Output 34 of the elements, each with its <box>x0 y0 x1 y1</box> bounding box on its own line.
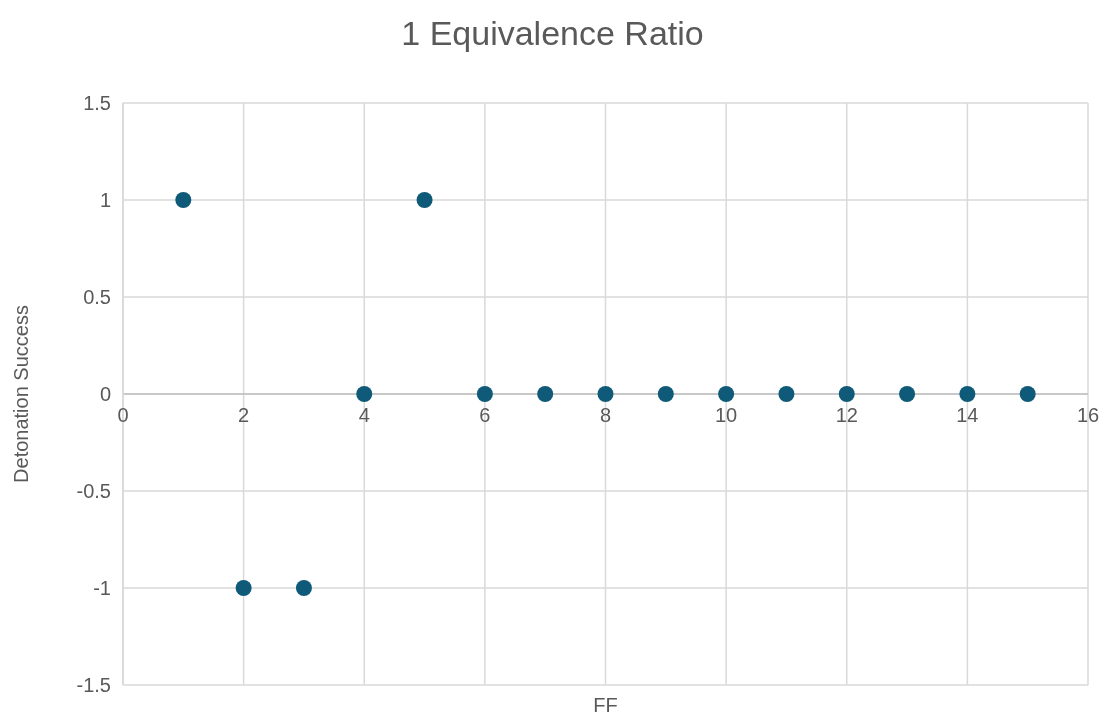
x-tick-label: 10 <box>715 404 738 426</box>
point <box>718 386 735 402</box>
point <box>1019 386 1036 402</box>
x-tick-label: 0 <box>117 404 129 426</box>
x-tick-label: 14 <box>956 404 979 426</box>
x-tick-label: 8 <box>599 404 612 426</box>
point <box>356 386 373 402</box>
point <box>657 386 674 402</box>
point <box>838 386 855 402</box>
x-tick-label: 16 <box>1076 404 1100 426</box>
chart-title: 1 Equivalence Ratio <box>401 14 704 52</box>
y-tick-label: -0.5 <box>76 480 111 502</box>
point <box>537 386 554 402</box>
point <box>175 192 192 208</box>
y-tick-label: 0.5 <box>83 286 111 308</box>
x-tick-label: 6 <box>479 404 491 426</box>
y-tick-label: 0 <box>99 383 111 405</box>
x-axis-title: FF <box>593 694 618 716</box>
x-tick-label: 4 <box>358 404 370 426</box>
point <box>476 386 493 402</box>
y-tick-label: 1.5 <box>83 92 111 114</box>
point <box>597 386 614 402</box>
point <box>416 192 433 208</box>
y-tick-label: -1 <box>93 577 111 599</box>
x-tick-label: 2 <box>238 404 250 426</box>
y-tick-label: 1 <box>99 189 111 211</box>
y-axis-title: Detonation Success <box>10 305 32 483</box>
point <box>778 386 795 402</box>
point <box>899 386 916 402</box>
point <box>295 580 312 596</box>
x-tick-label: 12 <box>835 404 858 426</box>
y-tick-label: -1.5 <box>76 674 111 696</box>
point <box>235 580 252 596</box>
point <box>959 386 976 402</box>
